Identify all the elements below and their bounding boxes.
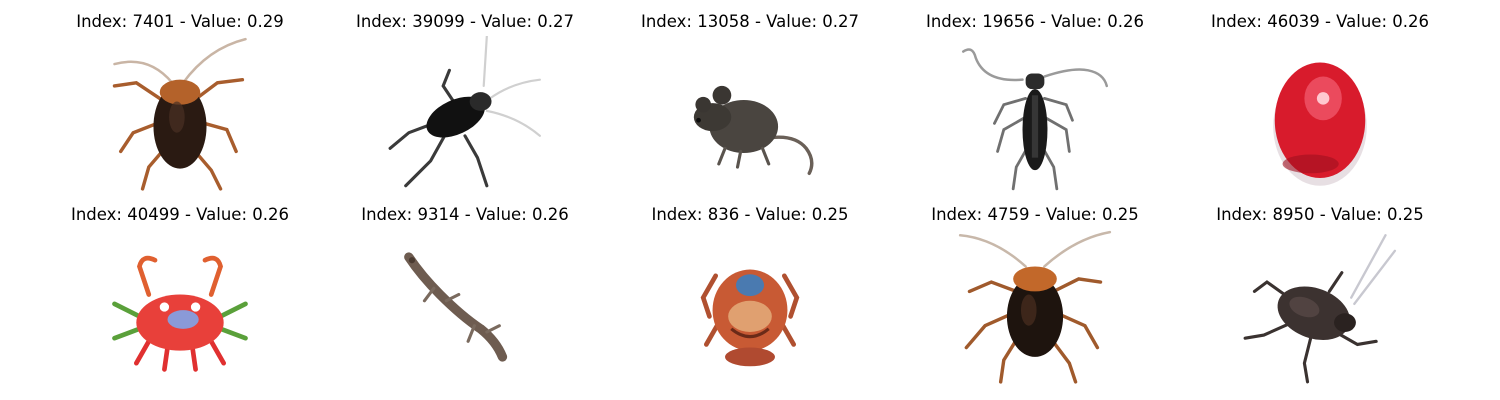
grid-cell: Index: 4759 - Value: 0.25 (890, 193, 1180, 385)
lizard-thumbnail (387, 229, 543, 385)
beetle-thumbnail (957, 36, 1113, 192)
grid-cell: Index: 9314 - Value: 0.26 (320, 193, 610, 385)
cell-title: Index: 19656 - Value: 0.26 (925, 12, 1144, 31)
cell-title: Index: 39099 - Value: 0.27 (355, 12, 574, 31)
grid-cell: Index: 836 - Value: 0.25 (605, 193, 895, 385)
cell-title: Index: 4759 - Value: 0.25 (931, 205, 1139, 224)
lizard-image (404, 252, 508, 362)
cockroach-thumbnail (1242, 229, 1398, 385)
grid-cell: Index: 8950 - Value: 0.25 (1175, 193, 1465, 385)
apple-image (1273, 62, 1367, 186)
cockroach-thumbnail (957, 229, 1113, 385)
cockroach-image (112, 37, 247, 191)
grid-cell: Index: 13058 - Value: 0.27 (605, 0, 895, 192)
crab-thumbnail (672, 229, 828, 385)
beetle-image (961, 48, 1109, 191)
cell-title: Index: 13058 - Value: 0.27 (640, 12, 859, 31)
apple-thumbnail (1242, 36, 1398, 192)
grid-cell: Index: 19656 - Value: 0.26 (890, 0, 1180, 192)
cockroach-image (958, 230, 1112, 384)
cockroach-thumbnail (102, 36, 258, 192)
cell-title: Index: 40499 - Value: 0.26 (70, 205, 289, 224)
crab-thumbnail (102, 229, 258, 385)
cockroach-image (388, 36, 541, 188)
mouse-image (693, 85, 814, 175)
grid-cell: Index: 46039 - Value: 0.26 (1175, 0, 1465, 192)
cell-title: Index: 8950 - Value: 0.25 (1216, 205, 1424, 224)
mouse-thumbnail (672, 36, 828, 192)
cell-title: Index: 9314 - Value: 0.26 (361, 205, 569, 224)
cell-title: Index: 836 - Value: 0.25 (651, 205, 849, 224)
grid-cell: Index: 39099 - Value: 0.27 (320, 0, 610, 192)
grid-cell: Index: 40499 - Value: 0.26 (35, 193, 325, 385)
crab-image (112, 255, 248, 372)
cockroach-image (1243, 234, 1397, 384)
cockroach-thumbnail (387, 36, 543, 192)
cell-title: Index: 7401 - Value: 0.29 (76, 12, 284, 31)
grid-cell: Index: 7401 - Value: 0.29 (35, 0, 325, 192)
cell-title: Index: 46039 - Value: 0.26 (1210, 12, 1429, 31)
crab-image (700, 269, 800, 367)
